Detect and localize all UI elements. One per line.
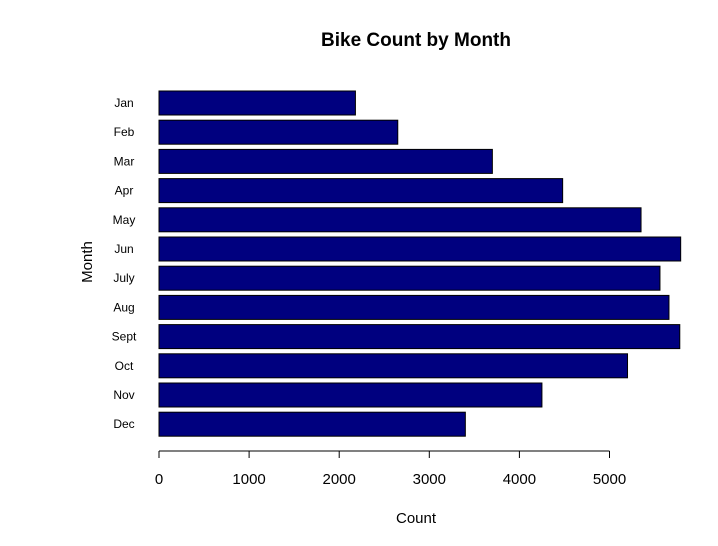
bar-may: [158, 207, 642, 233]
category-label-mar: Mar: [114, 154, 135, 168]
category-label-jan: Jan: [114, 96, 133, 110]
bar-dec: [158, 411, 466, 437]
category-label-may: May: [113, 213, 136, 227]
bar-oct: [158, 353, 629, 379]
bar-aug: [158, 294, 670, 320]
x-tick-label-3000: 3000: [413, 471, 446, 488]
bar-jan: [158, 90, 356, 116]
category-label-july: July: [113, 271, 134, 285]
category-label-jun: Jun: [114, 242, 133, 256]
x-tick-label-0: 0: [155, 471, 163, 488]
bar-nov: [158, 382, 543, 408]
x-tick-label-4000: 4000: [503, 471, 536, 488]
category-label-aug: Aug: [113, 300, 134, 314]
category-label-sept: Sept: [112, 330, 137, 344]
bar-sept: [158, 324, 681, 350]
category-label-apr: Apr: [115, 184, 134, 198]
bar-jun: [158, 236, 682, 262]
chart-title: Bike Count by Month: [321, 30, 511, 51]
y-axis-label: Month: [79, 241, 96, 283]
category-label-nov: Nov: [113, 388, 134, 402]
category-label-oct: Oct: [115, 359, 134, 373]
bars-group: [158, 90, 682, 437]
bar-july: [158, 265, 661, 291]
bar-feb: [158, 119, 399, 145]
x-tick-label-2000: 2000: [323, 471, 356, 488]
x-axis: 0 1000 2000 3000 4000 5000: [155, 450, 626, 488]
category-label-feb: Feb: [114, 125, 135, 139]
bar-mar: [158, 148, 493, 174]
x-tick-label-5000: 5000: [593, 471, 626, 488]
bar-apr: [158, 178, 564, 204]
category-labels-group: Jan Feb Mar Apr May Jun July Aug Sept Oct Nov Dec: [112, 96, 137, 431]
category-label-dec: Dec: [113, 417, 134, 431]
x-axis-label: Count: [396, 510, 437, 527]
x-tick-label-1000: 1000: [232, 471, 265, 488]
